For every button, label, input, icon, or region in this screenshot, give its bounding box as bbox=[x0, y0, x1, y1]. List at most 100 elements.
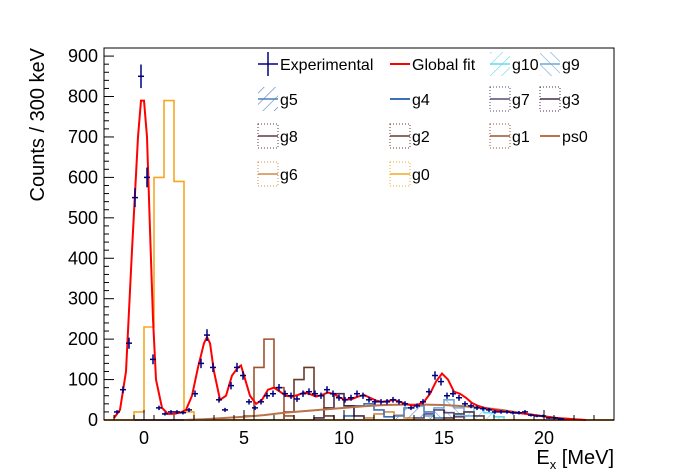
data-point bbox=[540, 414, 546, 418]
data-point bbox=[378, 399, 384, 405]
data-point bbox=[120, 386, 126, 394]
data-point bbox=[390, 396, 396, 403]
y-tick-label: 400 bbox=[68, 248, 98, 268]
data-point bbox=[156, 405, 162, 411]
legend-label: g0 bbox=[412, 167, 430, 184]
data-point bbox=[534, 414, 540, 418]
y-tick-label: 800 bbox=[68, 87, 98, 107]
legend-label: g2 bbox=[412, 129, 430, 146]
x-axis-title: Ex [MeV] bbox=[536, 447, 614, 472]
legend-item: g10 bbox=[490, 52, 539, 76]
data-point bbox=[186, 407, 192, 412]
data-point bbox=[144, 167, 150, 188]
data-point bbox=[264, 392, 270, 399]
data-point bbox=[342, 396, 348, 403]
data-point bbox=[480, 406, 486, 411]
data-point bbox=[402, 401, 408, 407]
x-tick-label: 20 bbox=[534, 428, 554, 448]
y-tick-label: 700 bbox=[68, 127, 98, 147]
data-point bbox=[528, 413, 534, 417]
legend-label: g7 bbox=[512, 92, 530, 109]
y-tick-label: 100 bbox=[68, 370, 98, 390]
legend-item: ps0 bbox=[540, 129, 588, 146]
data-point bbox=[132, 188, 138, 208]
data-point bbox=[282, 390, 288, 397]
data-point bbox=[504, 410, 510, 414]
data-point bbox=[492, 410, 498, 414]
data-point bbox=[228, 381, 234, 390]
legend-item: g7 bbox=[489, 86, 530, 112]
data-point bbox=[168, 410, 174, 414]
data-point bbox=[294, 396, 300, 402]
data-point bbox=[396, 399, 402, 405]
data-point bbox=[366, 396, 372, 403]
legend-label: g5 bbox=[280, 92, 298, 109]
data-point bbox=[432, 371, 438, 380]
data-point bbox=[474, 405, 480, 411]
data-point bbox=[270, 390, 276, 397]
x-axis-title-unit: [MeV] bbox=[556, 447, 614, 469]
legend-label: g1 bbox=[512, 129, 530, 146]
data-point bbox=[312, 390, 318, 397]
data-point bbox=[126, 337, 132, 349]
data-point bbox=[456, 394, 462, 401]
data-point bbox=[324, 386, 330, 394]
data-point bbox=[450, 390, 456, 397]
x-axis-title-main: E bbox=[536, 447, 549, 469]
x-tick-label: 15 bbox=[434, 428, 454, 448]
data-point bbox=[114, 410, 120, 414]
legend-item: g6 bbox=[257, 161, 298, 187]
data-point bbox=[438, 377, 444, 386]
x-tick-label: 10 bbox=[334, 428, 354, 448]
data-point bbox=[318, 392, 324, 399]
data-point bbox=[174, 410, 180, 414]
legend: Experimental Global fit g10 g9 g5 g4 g7 g3 g8 g2 g… bbox=[257, 52, 588, 187]
data-point bbox=[348, 394, 354, 401]
data-point bbox=[486, 407, 492, 412]
legend-label: g3 bbox=[562, 92, 580, 109]
x-tick-label: 0 bbox=[139, 428, 149, 448]
data-point bbox=[300, 390, 306, 397]
legend-label: g10 bbox=[512, 57, 539, 74]
data-point bbox=[234, 362, 240, 373]
y-axis-title: Counts / 300 keV bbox=[27, 47, 49, 201]
data-point bbox=[372, 399, 378, 405]
data-point bbox=[516, 411, 522, 415]
data-point bbox=[558, 418, 564, 420]
data-point bbox=[510, 411, 516, 415]
data-point bbox=[204, 329, 210, 341]
data-point bbox=[426, 388, 432, 396]
data-point bbox=[210, 362, 216, 373]
data-point bbox=[138, 64, 144, 89]
data-point bbox=[150, 354, 156, 365]
data-point bbox=[246, 399, 252, 405]
data-point bbox=[216, 396, 222, 403]
data-point bbox=[288, 392, 294, 399]
data-point bbox=[384, 399, 390, 405]
data-point bbox=[192, 390, 198, 397]
legend-item: g1 bbox=[489, 123, 530, 149]
data-point bbox=[468, 403, 474, 409]
legend-label: g9 bbox=[562, 57, 580, 74]
legend-label: g4 bbox=[412, 92, 430, 109]
data-point bbox=[408, 405, 414, 411]
data-point bbox=[330, 390, 336, 397]
legend-label: g8 bbox=[280, 129, 298, 146]
legend-item: Global fit bbox=[390, 57, 476, 74]
legend-item: g8 bbox=[257, 123, 298, 149]
legend-item: Experimental bbox=[258, 52, 373, 76]
data-point bbox=[462, 401, 468, 407]
y-tick-label: 600 bbox=[68, 167, 98, 187]
legend-item: g5 bbox=[258, 87, 298, 111]
data-point bbox=[240, 371, 246, 380]
y-tick-label: 900 bbox=[68, 46, 98, 66]
legend-label: ps0 bbox=[562, 129, 588, 146]
data-point bbox=[354, 390, 360, 397]
data-point bbox=[180, 411, 186, 415]
legend-item: g3 bbox=[539, 86, 580, 112]
data-point bbox=[198, 358, 204, 369]
y-tick-label: 0 bbox=[88, 410, 98, 430]
